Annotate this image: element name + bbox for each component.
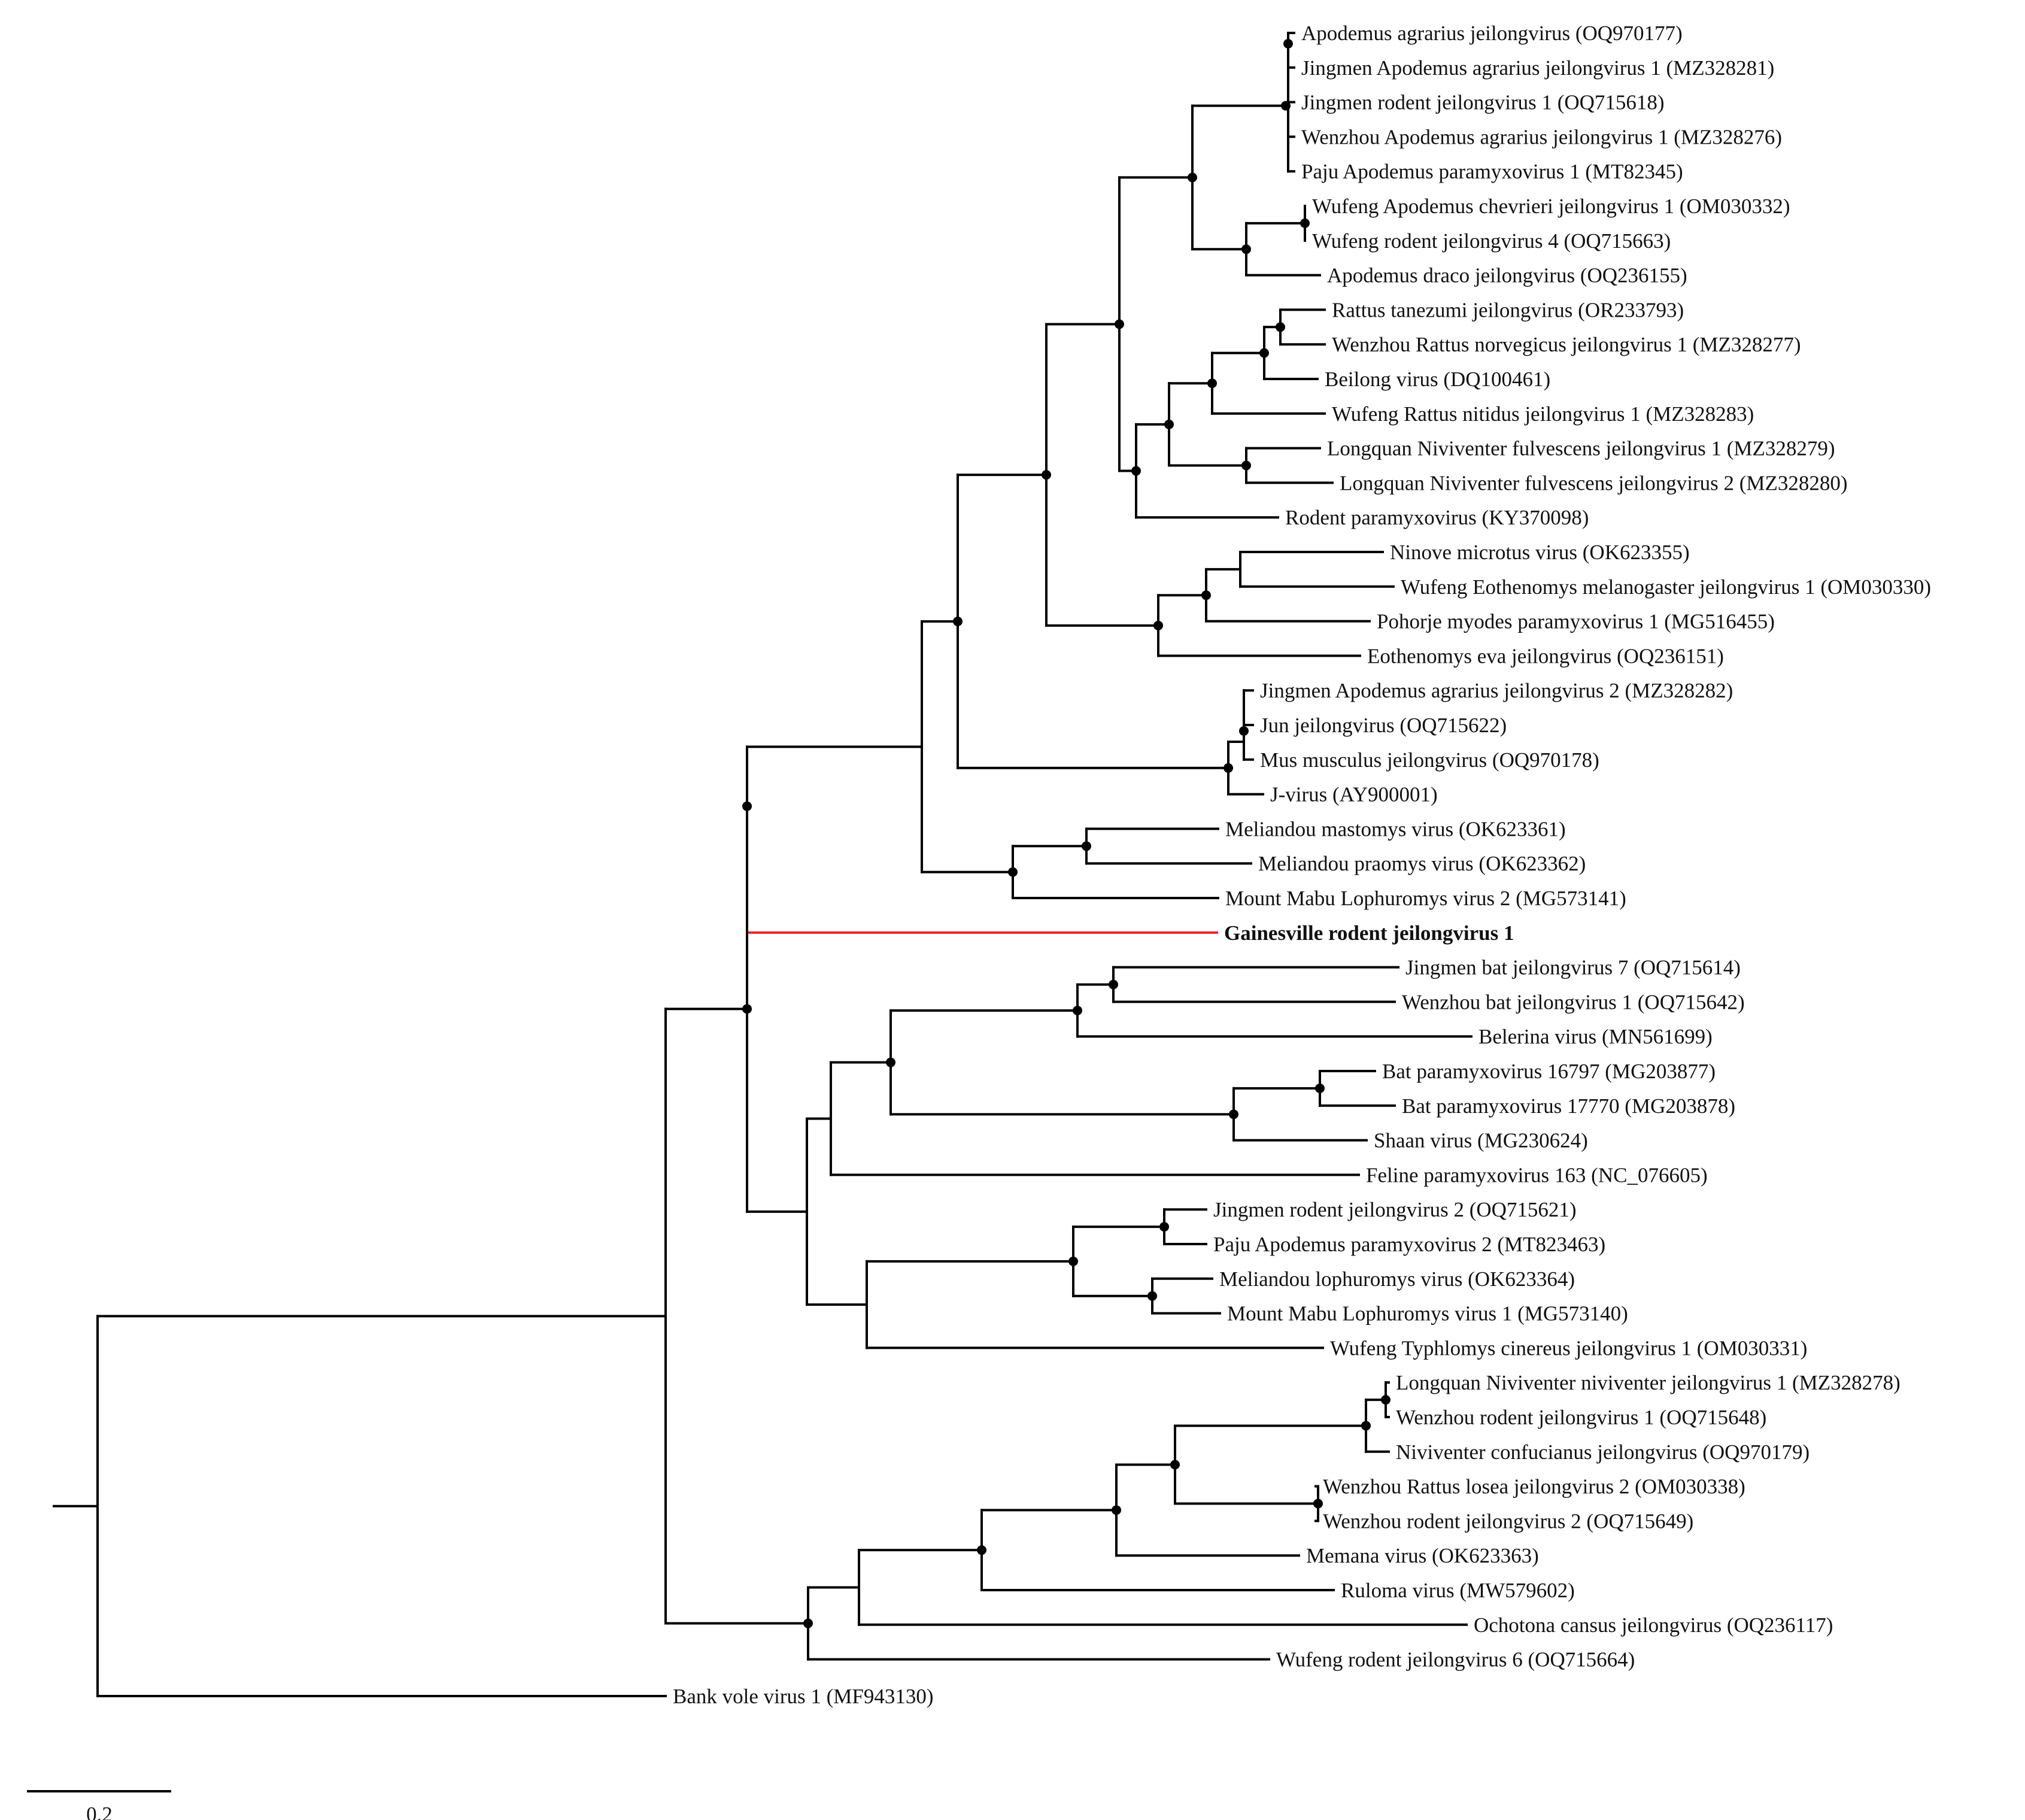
tip-label: Jingmen Apodemus agrarius jeilongvirus 1… [1301, 56, 1774, 80]
rattus-niviventer-clade-node [1164, 419, 1174, 429]
tip-label: Longquan Niviventer niviventer jeilongvi… [1396, 1371, 1900, 1394]
jingmen-paju-pair-node [1159, 1222, 1169, 1232]
tip-label: Bank vole virus 1 (MF943130) [673, 1685, 934, 1708]
tip-label: Rattus tanezumi jeilongvirus (OR233793) [1332, 298, 1684, 321]
tip-label: Ochotona cansus jeilongvirus (OQ236117) [1474, 1613, 1833, 1637]
wenzhou-pair-node [1313, 1499, 1323, 1509]
tip-label: Wufeng rodent jeilongvirus 4 (OQ715663) [1312, 229, 1671, 253]
tip-label: Wufeng Typhlomys cinereus jeilongvirus 1… [1330, 1336, 1807, 1360]
tip-label: Mount Mabu Lophuromys virus 2 (MG573141) [1225, 887, 1626, 910]
tip-label: Wenzhou rodent jeilongvirus 2 (OQ715649) [1323, 1509, 1693, 1533]
tip-labels: Apodemus agrarius jeilongvirus (OQ970177… [673, 22, 1931, 1708]
tip-label: Shaan virus (MG230624) [1374, 1129, 1588, 1152]
beilong-group-node [1259, 348, 1269, 358]
rattus-rodentpmv-clade-node [1131, 466, 1141, 476]
tip-label: Wufeng Apodemus chevrieri jeilongvirus 1… [1312, 195, 1790, 218]
memana-group-node [1112, 1505, 1121, 1515]
belerina-group-node [1073, 1005, 1082, 1015]
tip-label: J-virus (AY900001) [1270, 783, 1438, 806]
longquan-pair-node [1241, 460, 1251, 471]
arvicolinae-clade-node [1153, 620, 1163, 630]
tip-label: Wenzhou bat jeilongvirus 1 (OQ715642) [1402, 990, 1745, 1014]
niviventer-wenzhou-clade-node [1170, 1460, 1180, 1470]
tip-label: Beilong virus (DQ100461) [1325, 368, 1550, 391]
scale-bar: 0.2 [27, 1790, 171, 1820]
apodemus-clade-node [1188, 172, 1197, 183]
tip-label: Wenzhou Apodemus agrarius jeilongvirus 1… [1301, 125, 1782, 148]
rodent-bat-node [742, 801, 752, 811]
african-clade-node [1008, 867, 1018, 877]
shaan-group-node [1229, 1109, 1238, 1120]
niviventer-clade-node [803, 1618, 813, 1628]
tip-label: Apodemus draco jeilongvirus (OQ236155) [1327, 264, 1687, 287]
tip-label: Ruloma virus (MW579602) [1341, 1579, 1575, 1602]
tip-label: Jingmen bat jeilongvirus 7 (OQ715614) [1405, 956, 1741, 979]
tip-label: Jingmen rodent jeilongvirus 1 (OQ715618) [1301, 91, 1665, 114]
tip-label: Longquan Niviventer fulvescens jeilongvi… [1340, 471, 1848, 495]
tip-label: Eothenomys eva jeilongvirus (OQ236151) [1367, 644, 1724, 668]
tip-label: Meliandou mastomys virus (OK623361) [1225, 817, 1566, 841]
tip-label: Paju Apodemus paramyxovirus 1 (MT82345) [1301, 160, 1683, 183]
murinae-clade-node [1115, 319, 1124, 329]
ruloma-group-node [977, 1545, 986, 1555]
tip-label: Wufeng Eothenomys melanogaster jeilongvi… [1401, 575, 1931, 599]
jingmen-bat-pair-node [1109, 979, 1118, 990]
rattus-pair-node [1276, 322, 1285, 332]
tip-label: Longquan Niviventer fulvescens jeilongvi… [1327, 437, 1835, 460]
tip-label: Mus musculus jeilongvirus (OQ970178) [1260, 748, 1599, 772]
tip-label: Wenzhou rodent jeilongvirus 1 (OQ715648) [1396, 1406, 1766, 1429]
tip-label: Ninove microtus virus (OK623355) [1390, 541, 1690, 564]
tip-label: Pohorje myodes paramyxovirus 1 (MG516455… [1377, 610, 1775, 633]
tip-label: Meliandou praomys virus (OK623362) [1258, 852, 1586, 875]
agrarius-node [1281, 101, 1291, 111]
niviventer-pair-node [1381, 1395, 1391, 1405]
tip-label: Feline paramyxovirus 163 (NC_076605) [1366, 1163, 1708, 1187]
tree-nodes [742, 39, 1391, 1628]
lophuromys-clade-node [1068, 1256, 1078, 1266]
meliandou-pair-node [1082, 841, 1091, 851]
tip-label: Bat paramyxovirus 17770 (MG203878) [1402, 1094, 1735, 1118]
agrarius-subnode [1283, 39, 1293, 48]
tip-label: Apodemus agrarius jeilongvirus (OQ970177… [1301, 22, 1683, 45]
rattus-group-node [1207, 378, 1217, 389]
bat-core-clade-node [886, 1057, 895, 1067]
tip-label: Paju Apodemus paramyxovirus 2 (MT823463) [1213, 1233, 1605, 1256]
tip-label: Wufeng rodent jeilongvirus 6 (OQ715664) [1276, 1648, 1635, 1672]
tip-label: Jingmen rodent jeilongvirus 2 (OQ715621) [1213, 1198, 1577, 1221]
tip-label: Memana virus (OK623363) [1306, 1544, 1539, 1567]
chevrieri-group-node [1241, 244, 1251, 254]
tip-label: Meliandou lophuromys virus (OK623364) [1219, 1267, 1575, 1291]
tip-label: Wenzhou Rattus losea jeilongvirus 2 (OM0… [1323, 1475, 1745, 1499]
scale-bar-label: 0.2 [86, 1803, 113, 1820]
mus-clade-node [1223, 763, 1233, 773]
ingroup-clade-node [742, 1004, 752, 1014]
tip-label: Wenzhou Rattus norvegicus jeilongvirus 1… [1332, 333, 1801, 356]
mus-tri-node [1239, 726, 1249, 736]
tip-label: Niviventer confucianus jeilongvirus (OQ9… [1396, 1440, 1810, 1464]
muridae-arvicolinae-clade-node [1042, 470, 1051, 480]
tip-label: Rodent paramyxovirus (KY370098) [1285, 506, 1589, 529]
tip-label: Belerina virus (MN561699) [1478, 1025, 1713, 1048]
tip-label: Gainesville rodent jeilongvirus 1 [1224, 921, 1514, 945]
tip-label: Jingmen Apodemus agrarius jeilongvirus 2… [1260, 679, 1733, 702]
tip-label: Mount Mabu Lophuromys virus 1 (MG573140) [1227, 1302, 1628, 1325]
tip-label: Jun jeilongvirus (OQ715622) [1260, 714, 1507, 737]
niviventer-group-node [1361, 1421, 1371, 1431]
chevrieri-pair-node [1300, 218, 1310, 228]
bat-pmv-pair-node [1315, 1083, 1325, 1093]
meliandou-mountmabu-pair-node [1147, 1291, 1157, 1301]
core-rodent-clade-node [953, 616, 963, 626]
tip-label: Wufeng Rattus nitidus jeilongvirus 1 (MZ… [1332, 402, 1754, 426]
pohorje-group-node [1201, 590, 1211, 600]
tip-label: Bat paramyxovirus 16797 (MG203877) [1382, 1060, 1716, 1083]
